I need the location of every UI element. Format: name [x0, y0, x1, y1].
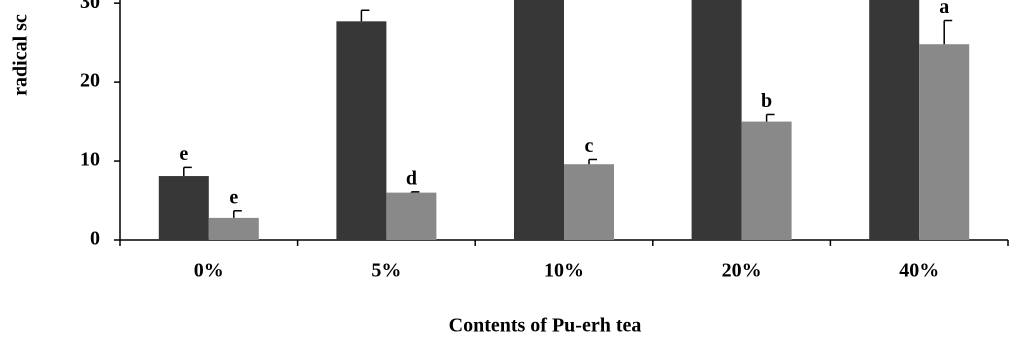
- y-tick-label: 30: [80, 0, 100, 13]
- bar: [741, 121, 792, 240]
- bar: [158, 176, 209, 240]
- x-tick-label: 10%: [544, 260, 584, 282]
- y-axis-title: radical sc: [10, 14, 32, 96]
- y-tick-label: 20: [80, 70, 100, 92]
- x-tick-label: 20%: [722, 260, 762, 282]
- significance-letter: c: [585, 135, 594, 157]
- bar: [919, 44, 970, 240]
- bar: [564, 164, 614, 240]
- x-tick-label: 40%: [899, 260, 939, 282]
- significance-letter: d: [406, 167, 417, 189]
- significance-letter: b: [761, 90, 772, 112]
- bar: [336, 21, 387, 240]
- x-axis-title: Contents of Pu-erh tea: [449, 315, 642, 337]
- x-tick-label: 0%: [194, 260, 224, 282]
- significance-letter: e: [229, 186, 238, 208]
- bar: [208, 217, 259, 240]
- bar: [691, 0, 742, 240]
- bar: [386, 192, 437, 240]
- x-tick-label: 5%: [371, 260, 401, 282]
- significance-letter: e: [179, 143, 188, 165]
- bar: [514, 0, 564, 241]
- y-tick-label: 10: [80, 149, 100, 171]
- bar: [869, 0, 920, 240]
- significance-letter: a: [939, 0, 949, 18]
- y-tick-label: 0: [90, 228, 100, 250]
